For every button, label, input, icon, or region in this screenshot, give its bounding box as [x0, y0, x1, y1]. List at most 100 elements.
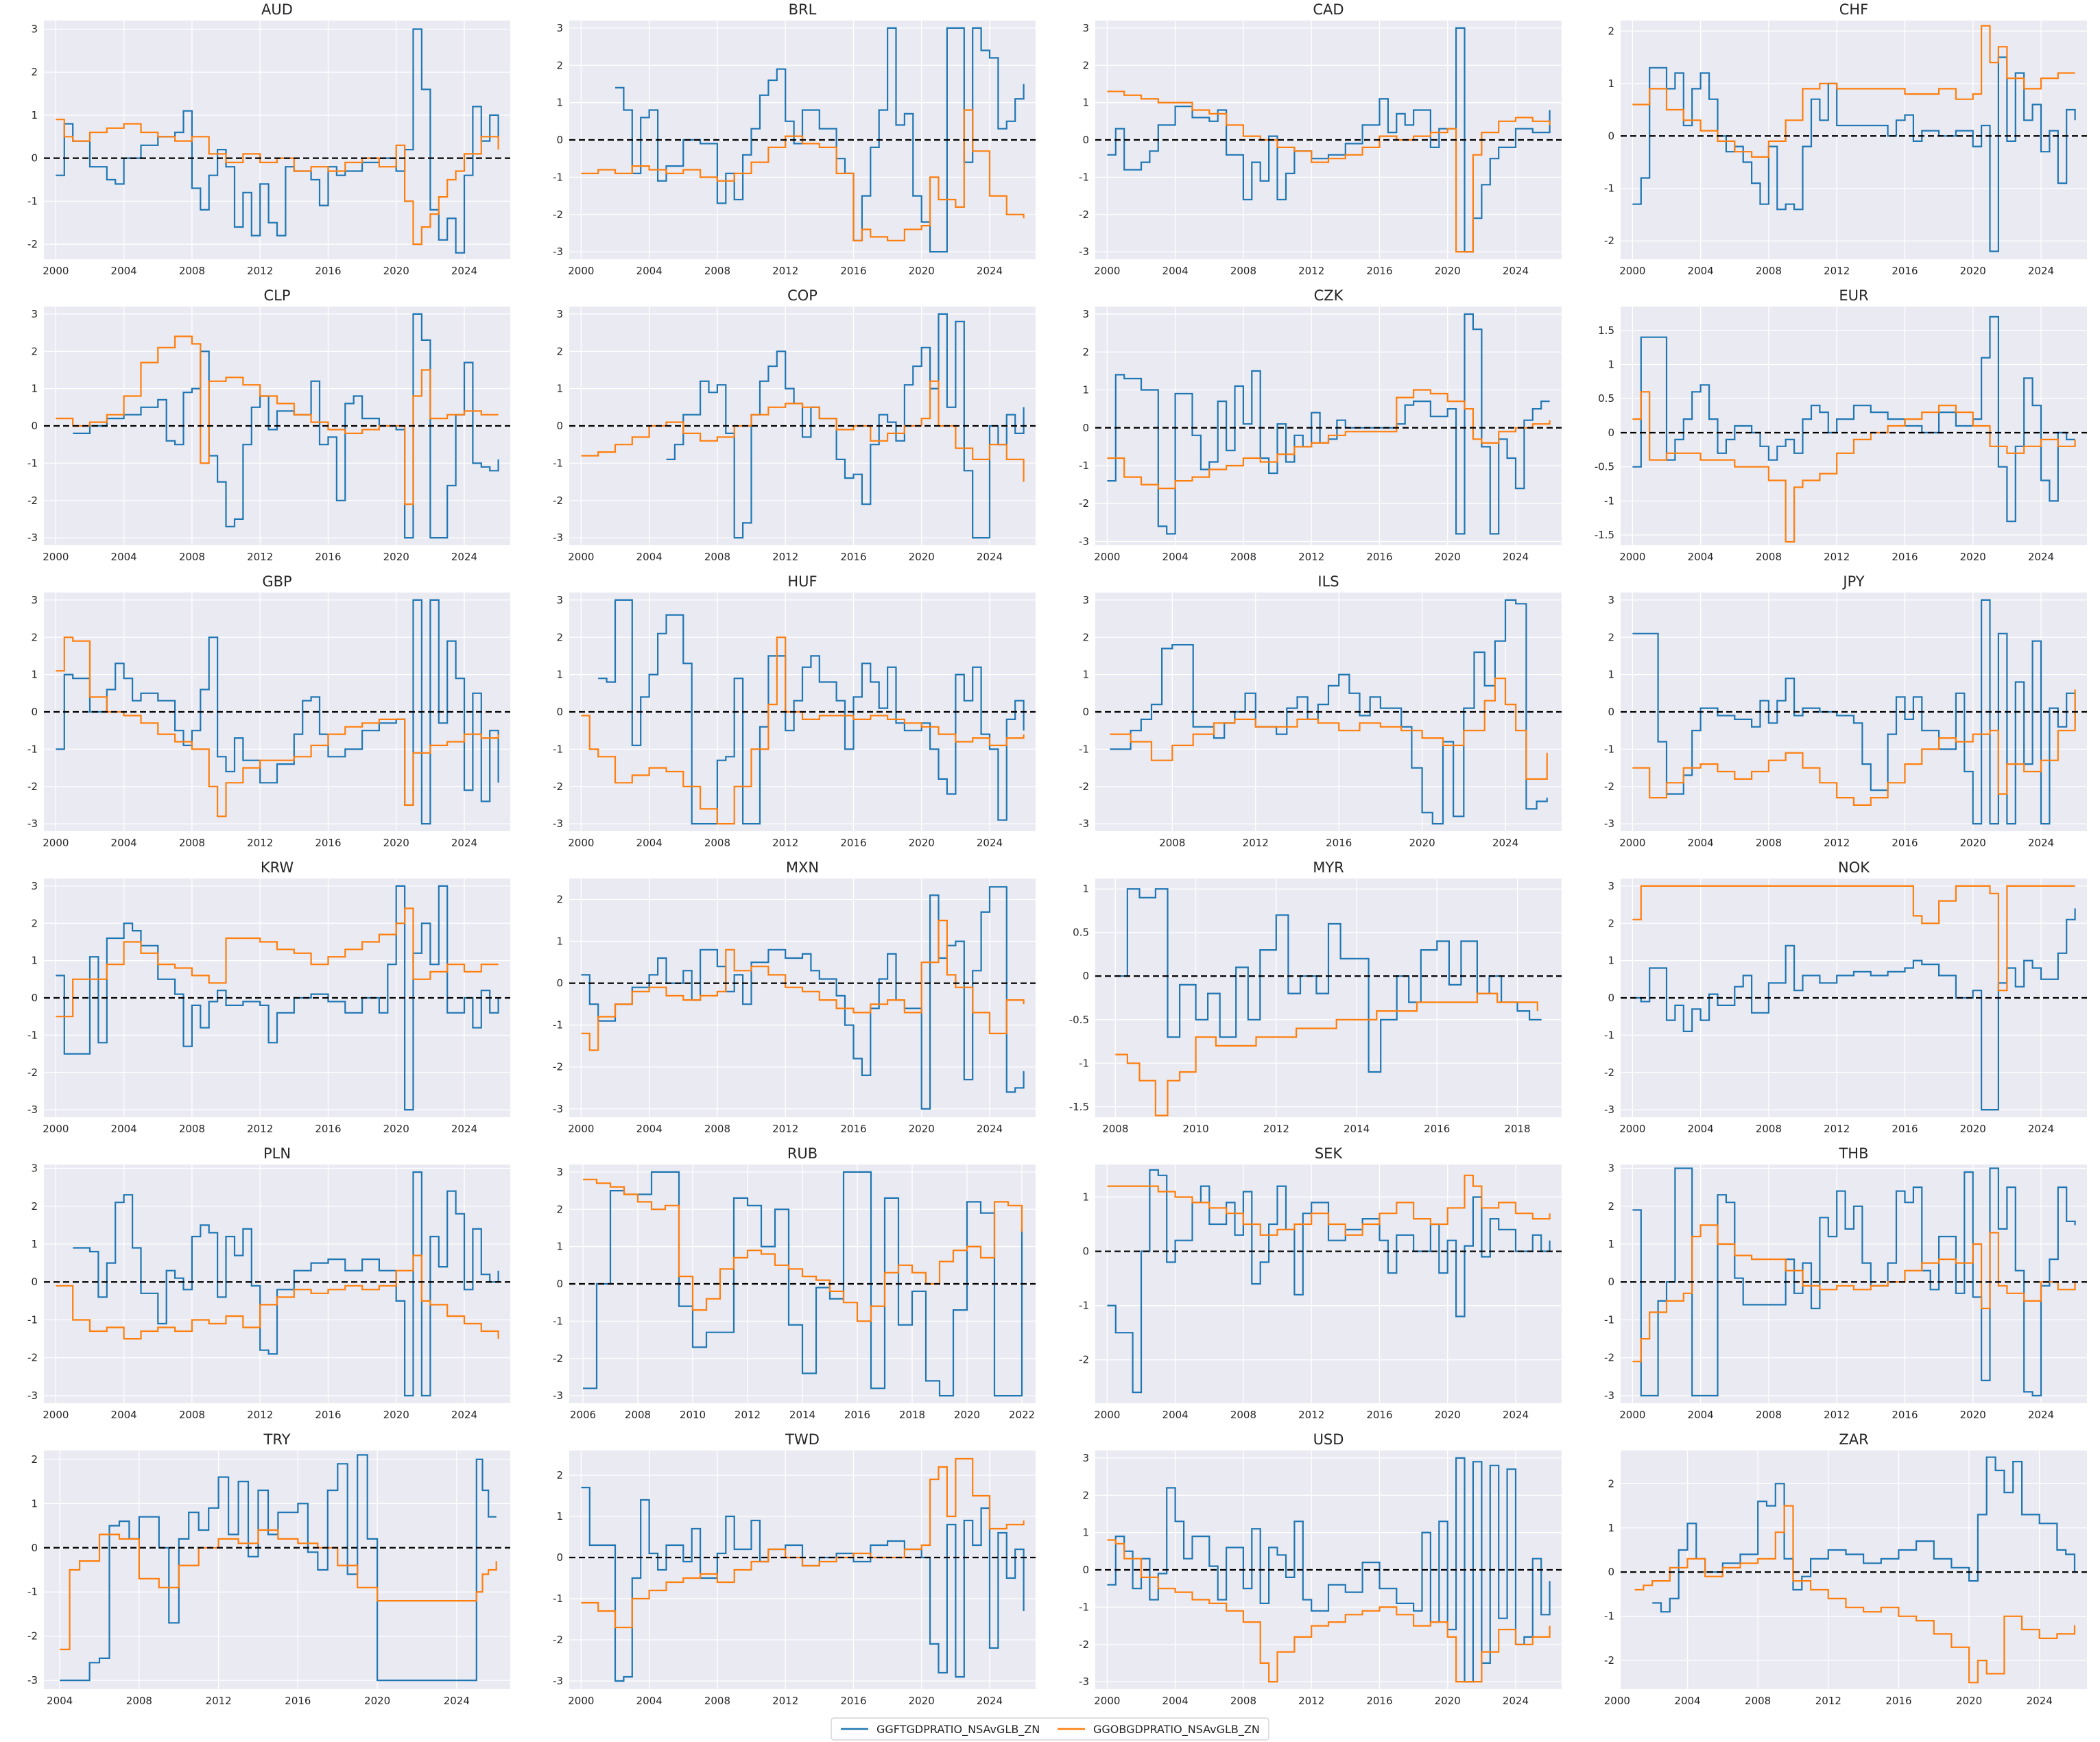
x-tick-label: 2012: [1824, 837, 1850, 849]
x-tick-label: 2000: [568, 1695, 594, 1707]
panel-brl: BRL 2000 2004 2008 2012 2016 2020 2024 -3 -2 -1 0 1 2…: [553, 1, 1036, 277]
y-tick-label: 1: [31, 109, 38, 121]
x-tick-label: 2024: [451, 1409, 477, 1421]
y-tick-label: -1: [1604, 182, 1614, 195]
panel-title: NOK: [1838, 859, 1870, 876]
panel-eur: EUR 2000 2004 2008 2012 2016 2020 2024 -1.5 -1 -0.…: [1595, 287, 2087, 563]
y-tick-label: -2: [27, 780, 38, 793]
y-tick-label: 1: [556, 97, 563, 109]
x-tick-label: 2024: [2028, 1409, 2054, 1421]
x-tick-label: 2000: [1619, 265, 1645, 277]
x-tick-label: 2004: [1162, 1695, 1189, 1707]
panel-title: KRW: [261, 859, 294, 876]
x-tick-label: 2020: [1956, 1695, 1982, 1707]
y-tick-label: -3: [1079, 818, 1089, 830]
x-tick-label: 2012: [247, 1123, 273, 1135]
x-tick-label: 2020: [383, 551, 409, 563]
panel-cop: COP 2000 2004 2008 2012 2016 2020 2024 -3 -2 -1 0 1 2…: [553, 287, 1036, 563]
x-tick-label: 2016: [844, 1409, 870, 1421]
x-tick-label: 2004: [111, 265, 137, 277]
y-tick-label: 0: [1082, 970, 1089, 982]
x-tick-label: 2024: [977, 1695, 1003, 1707]
x-tick-label: 2000: [1619, 837, 1645, 849]
series-line-1: [1107, 1169, 1551, 1394]
x-tick-label: 2024: [451, 265, 477, 277]
y-tick-label: 3: [31, 880, 38, 892]
x-tick-label: 2012: [1298, 1695, 1324, 1707]
panel-title: BRL: [789, 1, 817, 18]
x-tick-label: 2008: [704, 1695, 730, 1707]
plot-area: [44, 1451, 510, 1689]
x-tick-label: 2016: [1892, 551, 1918, 563]
y-tick-label: -1: [1604, 494, 1614, 507]
y-tick-label: -1: [1604, 1610, 1614, 1623]
x-tick-label: 2012: [1263, 1123, 1289, 1135]
y-tick-label: -2: [1079, 208, 1089, 221]
y-tick-label: 0: [1608, 1566, 1614, 1578]
x-tick-label: 2012: [772, 551, 798, 563]
plot-area: [44, 21, 510, 259]
x-tick-label: 2008: [704, 551, 730, 563]
y-tick-label: -3: [27, 1103, 38, 1116]
x-tick-label: 2024: [977, 265, 1003, 277]
panel-jpy: JPY 2000 2004 2008 2012 2016 2020 2024 -3 -2 -1 0 1 2…: [1604, 573, 2087, 849]
y-tick-label: -3: [27, 1674, 38, 1686]
chart-legend: GGFTGDPRATIO_NSAvGLB_ZN GGOBGDPRATIO_NSAv…: [831, 1717, 1269, 1741]
y-tick-label: -1: [1604, 743, 1614, 755]
plot-area: [1621, 307, 2087, 545]
x-tick-label: 2016: [1326, 837, 1352, 849]
series-line-2: [56, 636, 499, 818]
x-tick-label: 2008: [126, 1695, 152, 1707]
series-line-2: [1107, 91, 1551, 253]
x-tick-label: 2016: [840, 1695, 866, 1707]
panel-pln: PLN 2000 2004 2008 2012 2016 2020 2024 -3 -2 -1 0 1 2…: [27, 1145, 510, 1421]
x-tick-label: 2008: [179, 551, 205, 563]
y-tick-label: -2: [27, 1352, 38, 1364]
panel-title: CLP: [263, 287, 290, 304]
panel-twd: TWD 2000 2004 2008 2012 2016 2020 2024 -3 -2 -1 0 1 2: [553, 1431, 1036, 1707]
y-tick-label: 3: [556, 308, 563, 320]
y-tick-label: 2: [1608, 1477, 1614, 1490]
x-tick-label: 2012: [1824, 1123, 1850, 1135]
y-tick-label: -2: [553, 780, 563, 793]
y-tick-label: 0: [1082, 134, 1089, 146]
x-tick-label: 2012: [247, 837, 273, 849]
y-tick-label: -2: [27, 238, 38, 250]
y-tick-label: 2: [1608, 25, 1614, 37]
x-tick-label: 2000: [568, 265, 594, 277]
panel-title: ZAR: [1839, 1431, 1868, 1448]
y-tick-label: -2: [1604, 1066, 1614, 1079]
x-tick-label: 2006: [570, 1409, 596, 1421]
x-tick-label: 2012: [772, 1695, 798, 1707]
series-line-1: [73, 1171, 499, 1397]
y-tick-label: -2: [553, 208, 563, 221]
x-tick-label: 2020: [383, 837, 409, 849]
series-line-2: [1107, 389, 1551, 490]
x-tick-label: 2016: [315, 1123, 341, 1135]
y-tick-label: -1: [1604, 1313, 1614, 1326]
x-tick-label: 2020: [383, 1123, 409, 1135]
y-tick-label: -2: [553, 1061, 563, 1073]
y-tick-label: 1: [556, 935, 563, 948]
x-tick-label: 2000: [1604, 1695, 1630, 1707]
x-tick-label: 2020: [909, 837, 935, 849]
y-tick-label: -1: [27, 1029, 38, 1041]
series-line-2: [1115, 992, 1538, 1117]
x-tick-label: 2004: [1162, 265, 1189, 277]
y-tick-label: 1: [556, 669, 563, 681]
series-line-2: [1632, 1224, 2076, 1363]
x-tick-label: 2020: [909, 551, 935, 563]
y-tick-label: 3: [556, 594, 563, 606]
x-tick-label: 2020: [1435, 265, 1461, 277]
y-tick-label: -3: [1604, 818, 1614, 830]
series-line-1: [583, 1171, 1023, 1397]
y-tick-label: 2: [556, 894, 563, 906]
y-tick-label: -1: [553, 743, 563, 755]
panel-usd: USD 2000 2004 2008 2012 2016 2020 2024 -3 -2 -1 0 1 2…: [1079, 1431, 1562, 1707]
panel-ils: ILS 2008 2012 2016 2020 2024 -3 -2 -1 0 1 2 3: [1079, 573, 1562, 849]
x-tick-label: 2012: [1824, 1409, 1850, 1421]
series-line-2: [56, 907, 499, 1018]
x-tick-label: 2004: [636, 265, 663, 277]
y-tick-label: -2: [1079, 1354, 1089, 1366]
series-line-1: [56, 28, 499, 254]
